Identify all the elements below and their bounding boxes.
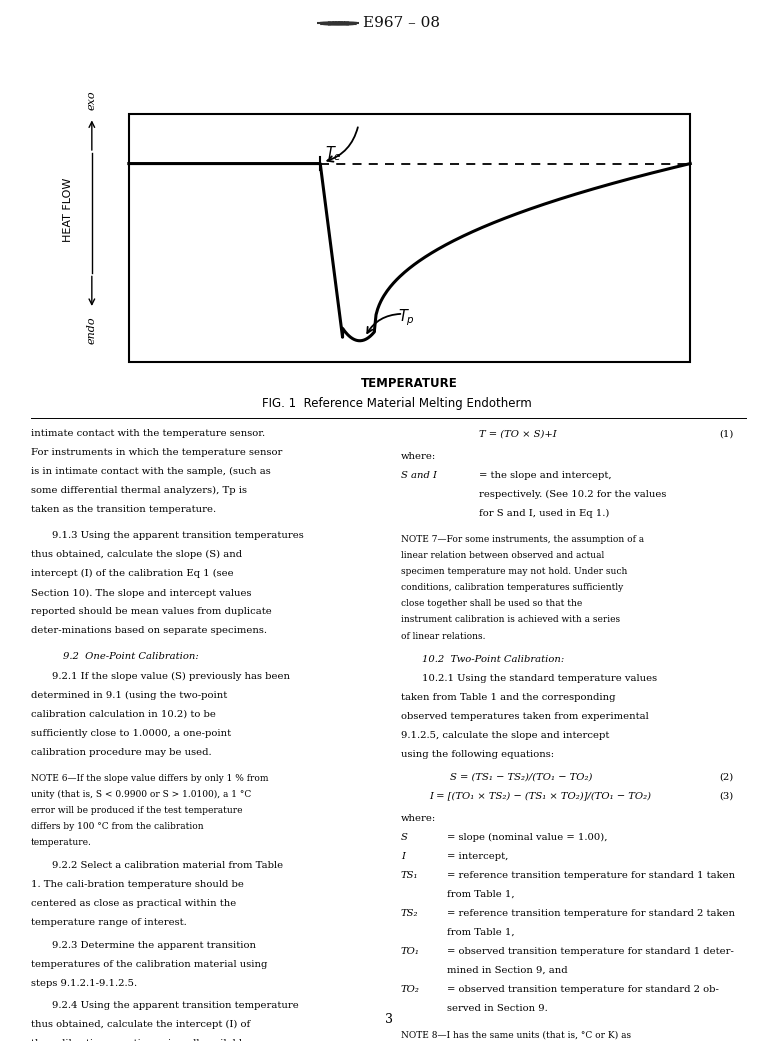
Text: 9.2  One-Point Calibration:: 9.2 One-Point Calibration: (63, 653, 198, 661)
Text: FIG. 1  Reference Material Melting Endotherm: FIG. 1 Reference Material Melting Endoth… (262, 397, 531, 409)
Text: exo: exo (87, 91, 96, 110)
Text: of linear relations.: of linear relations. (401, 632, 485, 640)
Text: instrument calibration is achieved with a series: instrument calibration is achieved with … (401, 615, 620, 625)
Text: 9.2.2 Select a calibration material from Table: 9.2.2 Select a calibration material from… (52, 861, 283, 870)
Text: (2): (2) (719, 772, 734, 782)
Text: determined in 9.1 (using the two-point: determined in 9.1 (using the two-point (31, 690, 227, 700)
Text: thus obtained, calculate the intercept (I) of: thus obtained, calculate the intercept (… (31, 1020, 251, 1030)
Text: 9.1.3 Using the apparent transition temperatures: 9.1.3 Using the apparent transition temp… (52, 531, 304, 540)
Text: Section 10). The slope and intercept values: Section 10). The slope and intercept val… (31, 588, 251, 598)
Text: respectively. (See 10.2 for the values: respectively. (See 10.2 for the values (478, 489, 666, 499)
Text: temperature.: temperature. (31, 838, 92, 847)
Text: calibration calculation in 10.2) to be: calibration calculation in 10.2) to be (31, 710, 216, 718)
Text: TO₂: TO₂ (401, 985, 419, 994)
Text: observed temperatures taken from experimental: observed temperatures taken from experim… (401, 712, 648, 720)
Text: For instruments in which the temperature sensor: For instruments in which the temperature… (31, 449, 282, 457)
Text: some differential thermal analyzers), Tp is: some differential thermal analyzers), Tp… (31, 486, 247, 496)
Text: mined in Section 9, and: mined in Section 9, and (447, 966, 567, 975)
Text: 3: 3 (385, 1013, 393, 1026)
Text: S = (TS₁ − TS₂)/(TO₁ − TO₂): S = (TS₁ − TS₂)/(TO₁ − TO₂) (450, 772, 593, 782)
Text: conditions, calibration temperatures sufficiently: conditions, calibration temperatures suf… (401, 583, 623, 592)
Text: S and I: S and I (401, 471, 436, 480)
Text: deter-minations based on separate specimens.: deter-minations based on separate specim… (31, 627, 267, 635)
Text: centered as close as practical within the: centered as close as practical within th… (31, 899, 237, 908)
Text: from Table 1,: from Table 1, (447, 890, 514, 899)
Text: served in Section 9.: served in Section 9. (447, 1005, 548, 1013)
Text: ASTM: ASTM (331, 21, 346, 26)
Text: 9.2.1 If the slope value (S) previously has been: 9.2.1 If the slope value (S) previously … (52, 671, 290, 681)
Text: for S and I, used in Eq 1.): for S and I, used in Eq 1.) (478, 509, 609, 518)
Text: temperatures of the calibration material using: temperatures of the calibration material… (31, 960, 268, 969)
Text: = intercept,: = intercept, (447, 852, 508, 861)
Text: sufficiently close to 1.0000, a one-point: sufficiently close to 1.0000, a one-poin… (31, 729, 231, 737)
Text: 1. The cali-bration temperature should be: 1. The cali-bration temperature should b… (31, 881, 244, 889)
Text: $T_p$: $T_p$ (398, 307, 415, 328)
Text: the calibration equation using all available: the calibration equation using all avail… (31, 1039, 248, 1041)
Text: E967 – 08: E967 – 08 (363, 17, 440, 30)
Text: reported should be mean values from duplicate: reported should be mean values from dupl… (31, 607, 272, 616)
Text: differs by 100 °C from the calibration: differs by 100 °C from the calibration (31, 822, 204, 831)
Text: = reference transition temperature for standard 2 taken: = reference transition temperature for s… (447, 909, 734, 918)
Text: thus obtained, calculate the slope (S) and: thus obtained, calculate the slope (S) a… (31, 551, 242, 559)
Text: NOTE 8—I has the same units (that is, °C or K) as: NOTE 8—I has the same units (that is, °C… (401, 1031, 631, 1039)
Text: 9.2.3 Determine the apparent transition: 9.2.3 Determine the apparent transition (52, 941, 257, 949)
Text: intercept (I) of the calibration Eq 1 (see: intercept (I) of the calibration Eq 1 (s… (31, 569, 233, 579)
Text: from Table 1,: from Table 1, (447, 929, 514, 937)
Text: calibration procedure may be used.: calibration procedure may be used. (31, 747, 212, 757)
Text: 10.2.1 Using the standard temperature values: 10.2.1 Using the standard temperature va… (422, 674, 657, 683)
Text: specimen temperature may not hold. Under such: specimen temperature may not hold. Under… (401, 567, 627, 576)
Text: taken from Table 1 and the corresponding: taken from Table 1 and the corresponding (401, 692, 615, 702)
Text: I = [(TO₁ × TS₂) − (TS₁ × TO₂)]/(TO₁ − TO₂): I = [(TO₁ × TS₂) − (TS₁ × TO₂)]/(TO₁ − T… (429, 791, 651, 801)
Text: using the following equations:: using the following equations: (401, 750, 554, 759)
Bar (129, 113, 690, 362)
Text: $T_e$: $T_e$ (325, 145, 342, 163)
Text: TS₁: TS₁ (401, 871, 418, 880)
Text: steps 9.1.2.1-9.1.2.5.: steps 9.1.2.1-9.1.2.5. (31, 979, 137, 988)
Text: unity (that is, S < 0.9900 or S > 1.0100), a 1 °C: unity (that is, S < 0.9900 or S > 1.0100… (31, 790, 251, 798)
Text: = observed transition temperature for standard 1 deter-: = observed transition temperature for st… (447, 947, 734, 956)
Text: NOTE 6—If the slope value differs by only 1 % from: NOTE 6—If the slope value differs by onl… (31, 773, 268, 783)
Text: error will be produced if the test temperature: error will be produced if the test tempe… (31, 806, 243, 815)
Text: (1): (1) (719, 429, 734, 438)
Text: 9.2.4 Using the apparent transition temperature: 9.2.4 Using the apparent transition temp… (52, 1001, 299, 1011)
Text: 9.1.2.5, calculate the slope and intercept: 9.1.2.5, calculate the slope and interce… (401, 731, 609, 740)
Text: where:: where: (401, 814, 436, 822)
Text: = slope (nominal value = 1.00),: = slope (nominal value = 1.00), (447, 833, 607, 842)
Text: close together shall be used so that the: close together shall be used so that the (401, 600, 582, 608)
Text: endo: endo (87, 316, 96, 344)
Text: T = (TO × S)+I: T = (TO × S)+I (478, 429, 556, 438)
Text: 10.2  Two-Point Calibration:: 10.2 Two-Point Calibration: (422, 655, 564, 664)
Text: intimate contact with the temperature sensor.: intimate contact with the temperature se… (31, 429, 265, 438)
Text: where:: where: (401, 452, 436, 461)
Text: (3): (3) (719, 791, 734, 801)
Text: = observed transition temperature for standard 2 ob-: = observed transition temperature for st… (447, 985, 719, 994)
Text: is in intimate contact with the sample, (such as: is in intimate contact with the sample, … (31, 467, 271, 477)
Text: I: I (401, 852, 405, 861)
Text: temperature range of interest.: temperature range of interest. (31, 918, 187, 928)
Text: NOTE 7—For some instruments, the assumption of a: NOTE 7—For some instruments, the assumpt… (401, 535, 644, 543)
Text: TS₂: TS₂ (401, 909, 418, 918)
Text: = reference transition temperature for standard 1 taken: = reference transition temperature for s… (447, 871, 734, 880)
Text: TO₁: TO₁ (401, 947, 419, 956)
Text: HEAT FLOW: HEAT FLOW (63, 177, 73, 242)
Text: S: S (401, 833, 408, 842)
Text: TEMPERATURE: TEMPERATURE (361, 377, 458, 389)
Text: linear relation between observed and actual: linear relation between observed and act… (401, 551, 604, 560)
Text: taken as the transition temperature.: taken as the transition temperature. (31, 505, 216, 514)
Text: = the slope and intercept,: = the slope and intercept, (478, 471, 612, 480)
